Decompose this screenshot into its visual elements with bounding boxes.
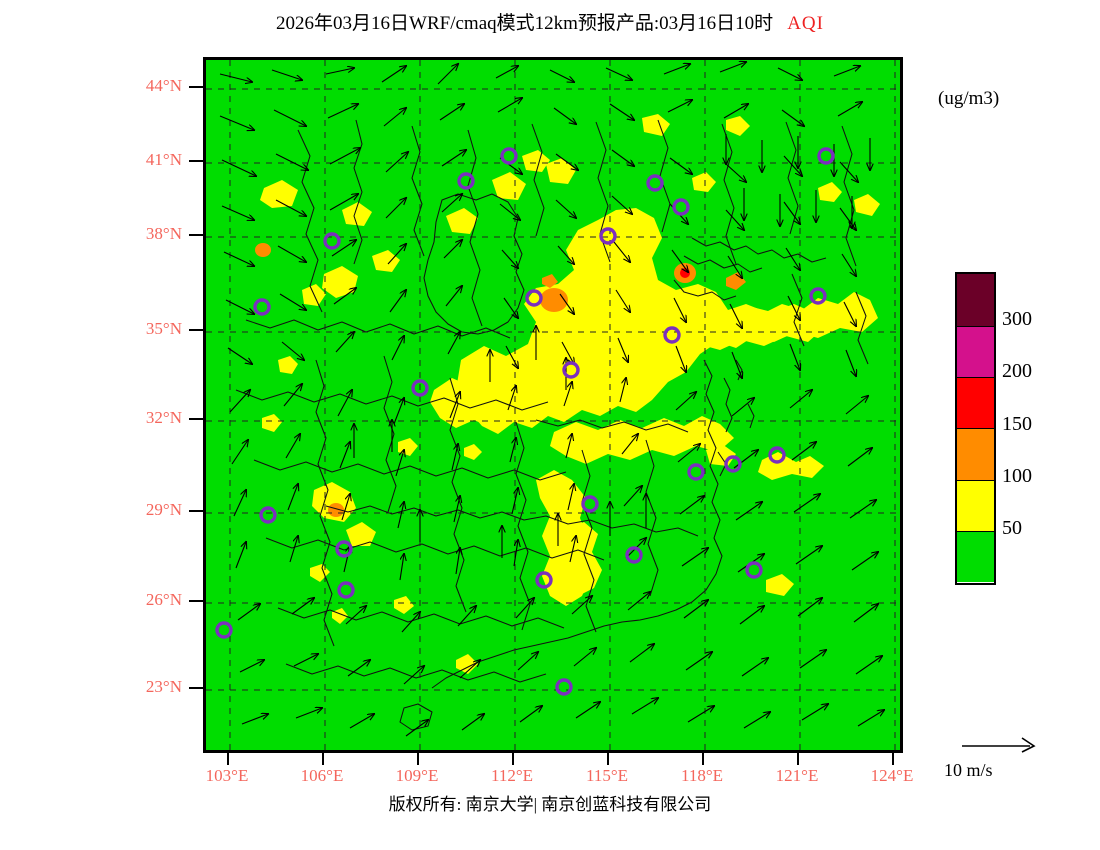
map-boundaries [235, 119, 869, 731]
city-marker[interactable] [323, 232, 341, 250]
x-axis-tick-mark [892, 753, 894, 765]
city-marker[interactable] [809, 287, 827, 305]
city-marker[interactable] [687, 463, 705, 481]
city-marker[interactable] [562, 361, 580, 379]
hotspot-shanxi [540, 288, 568, 312]
y-axis-tick-mark [189, 418, 203, 420]
city-marker[interactable] [768, 446, 786, 464]
x-axis-tick-mark [322, 753, 324, 765]
aqi-band-orange [255, 243, 746, 517]
city-marker[interactable] [411, 379, 429, 397]
x-axis-tick-label: 106°E [300, 766, 344, 785]
colorbar-tick-label: 150 [1002, 412, 1032, 435]
y-axis-tick-label: 38°N [145, 224, 182, 243]
y-axis-tick-mark [189, 234, 203, 236]
x-axis-tick-label: 109°E [395, 766, 439, 785]
city-marker[interactable] [555, 678, 573, 696]
colorbar-band[interactable] [957, 377, 994, 429]
city-marker[interactable] [646, 174, 664, 192]
y-axis-tick-label: 26°N [145, 590, 182, 609]
colorbar-band[interactable] [957, 326, 994, 378]
y-axis-tick-label: 35°N [145, 319, 182, 338]
hotspot-core-shandong [680, 268, 690, 278]
wind-vector-field [219, 62, 884, 737]
map-canvas [206, 60, 900, 750]
y-axis-tick-mark [189, 86, 203, 88]
city-marker[interactable] [253, 298, 271, 316]
city-marker[interactable] [259, 506, 277, 524]
colorbar-tick-label: 100 [1002, 464, 1032, 487]
y-axis-tick-label: 32°N [145, 408, 182, 427]
map-plot-area[interactable] [203, 57, 903, 753]
map-gridlines [206, 60, 900, 750]
wind-scale-arrow-icon [962, 737, 1036, 753]
colorbar-band[interactable] [957, 274, 994, 327]
x-axis-tick-label: 124°E [870, 766, 914, 785]
title-variable-label: AQI [787, 13, 824, 34]
x-axis-tick-mark [227, 753, 229, 765]
city-marker[interactable] [625, 546, 643, 564]
aqi-colorbar[interactable] [955, 272, 996, 585]
y-axis-tick-mark [189, 160, 203, 162]
y-axis-tick-mark [189, 510, 203, 512]
x-axis-tick-label: 121°E [775, 766, 819, 785]
city-marker[interactable] [500, 147, 518, 165]
x-axis-tick-mark [607, 753, 609, 765]
city-marker[interactable] [525, 289, 543, 307]
colorbar-band[interactable] [957, 479, 994, 531]
x-axis-tick-mark [797, 753, 799, 765]
copyright-footer: 版权所有: 南京大学| 南京创蓝科技有限公司 [388, 795, 712, 814]
x-axis-tick-label: 115°E [585, 766, 629, 785]
city-marker[interactable] [663, 326, 681, 344]
colorbar-tick-label: 300 [1002, 308, 1032, 331]
y-axis-tick-label: 44°N [145, 76, 182, 95]
x-axis-tick-label: 112°E [490, 766, 534, 785]
city-marker[interactable] [599, 227, 617, 245]
y-axis-tick-mark [189, 687, 203, 689]
colorbar-tick-label: 50 [1002, 516, 1022, 539]
colorbar-tick-label: 200 [1002, 360, 1032, 383]
hotspot-lanzhou [255, 243, 271, 257]
x-axis-tick-mark [512, 753, 514, 765]
title-main-text: 2026年03月16日WRF/cmaq模式12km预报产品:03月16日10时 [276, 13, 774, 34]
x-axis-tick-label: 118°E [680, 766, 724, 785]
x-axis-tick-mark [417, 753, 419, 765]
x-axis-tick-label: 103°E [205, 766, 249, 785]
city-marker[interactable] [215, 621, 233, 639]
y-axis-tick-label: 29°N [145, 500, 182, 519]
city-marker[interactable] [817, 147, 835, 165]
y-axis-tick-mark [189, 329, 203, 331]
city-marker[interactable] [581, 495, 599, 513]
city-marker[interactable] [335, 540, 353, 558]
y-axis-tick-label: 41°N [145, 150, 182, 169]
y-axis-tick-label: 23°N [145, 677, 182, 696]
colorbar-band[interactable] [957, 530, 994, 582]
city-marker[interactable] [535, 571, 553, 589]
city-marker[interactable] [745, 561, 763, 579]
aqi-band-red [680, 268, 690, 278]
city-marker[interactable] [457, 172, 475, 190]
city-marker[interactable] [724, 455, 742, 473]
city-marker[interactable] [672, 198, 690, 216]
wind-scale-label: 10 m/s [944, 760, 993, 780]
city-marker-layer[interactable] [215, 147, 835, 696]
x-axis-tick-mark [702, 753, 704, 765]
colorbar-band[interactable] [957, 428, 994, 480]
page-title: 2026年03月16日WRF/cmaq模式12km预报产品:03月16日10时 A… [0, 8, 1100, 35]
y-axis-tick-mark [189, 600, 203, 602]
colorbar-units-label: (ug/m3) [938, 88, 1000, 109]
city-marker[interactable] [337, 581, 355, 599]
